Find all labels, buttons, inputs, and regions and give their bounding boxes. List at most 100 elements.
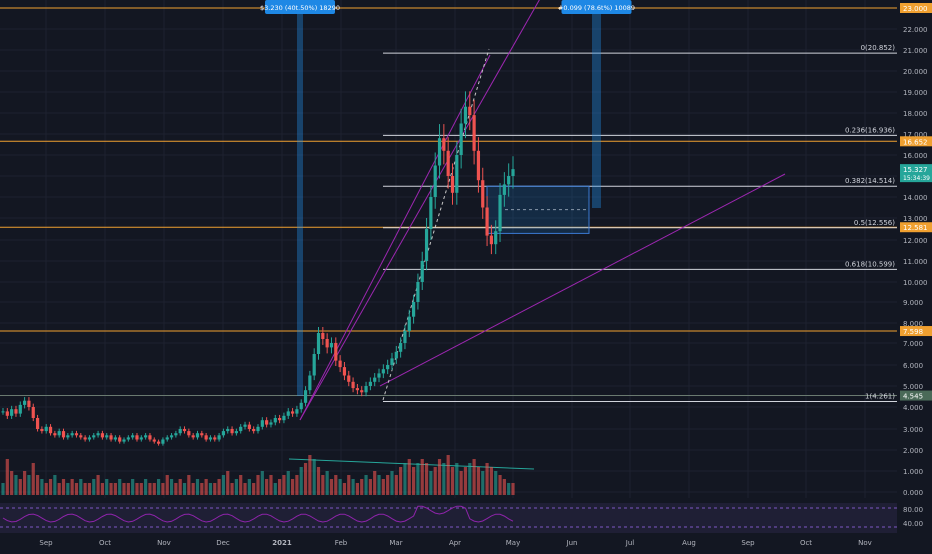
candle-body bbox=[420, 261, 424, 282]
candle-body bbox=[27, 400, 31, 407]
candle-body bbox=[347, 375, 351, 382]
volume-bar bbox=[295, 475, 299, 495]
volume-bar bbox=[442, 463, 446, 495]
volume-bar bbox=[325, 471, 329, 495]
candle-body bbox=[299, 402, 303, 410]
volume-bar bbox=[502, 479, 506, 495]
candle-body bbox=[165, 437, 169, 440]
candle-body bbox=[200, 433, 204, 436]
rsi-axis-tick: 40.00 bbox=[903, 520, 923, 528]
candle-body bbox=[390, 358, 394, 365]
volume-bar bbox=[234, 479, 238, 495]
range-annotation-band bbox=[297, 14, 303, 396]
volume-bar bbox=[368, 479, 372, 495]
candle-body bbox=[265, 420, 269, 425]
candle-body bbox=[403, 331, 407, 343]
price-axis-tick: 1.000 bbox=[903, 468, 923, 476]
candle-body bbox=[485, 207, 489, 236]
candle-body bbox=[35, 418, 40, 429]
price-axis-tick: 13.000 bbox=[903, 215, 928, 223]
volume-bar bbox=[178, 479, 182, 495]
candle-body bbox=[148, 435, 152, 440]
range-annotation-label: $3.230 (40t.50%) 18290 bbox=[260, 4, 340, 12]
volume-bar bbox=[321, 475, 325, 495]
price-axis-tick: 20.000 bbox=[903, 68, 928, 76]
candle-body bbox=[230, 429, 234, 434]
volume-bar bbox=[286, 471, 290, 495]
volume-bar bbox=[476, 467, 481, 495]
price-badge-countdown: 15:34:39 bbox=[903, 175, 930, 182]
candle-body bbox=[399, 343, 403, 352]
candle-body bbox=[10, 409, 14, 416]
candle-body bbox=[502, 184, 506, 195]
volume-bar bbox=[303, 463, 308, 495]
price-badge-label: 15.327 bbox=[903, 166, 928, 174]
volume-bar bbox=[1, 483, 5, 495]
candle-body bbox=[87, 437, 92, 440]
volume-bar bbox=[169, 479, 174, 495]
time-axis-label: May bbox=[506, 539, 520, 547]
volume-bar bbox=[131, 479, 135, 495]
candle-body bbox=[204, 435, 208, 440]
volume-bar bbox=[342, 483, 347, 495]
volume-bar bbox=[247, 479, 251, 495]
candle-body bbox=[48, 426, 53, 434]
candle-body bbox=[161, 439, 165, 444]
candle-body bbox=[44, 426, 48, 432]
time-axis-label: Jun bbox=[566, 539, 578, 547]
candle-body bbox=[394, 351, 398, 359]
volume-bar bbox=[139, 483, 143, 495]
candle-body bbox=[459, 123, 463, 155]
price-axis-tick: 16.000 bbox=[903, 152, 928, 160]
volume-bar bbox=[113, 483, 117, 495]
volume-bar bbox=[446, 455, 450, 495]
volume-bar bbox=[373, 471, 377, 495]
candle-body bbox=[411, 302, 416, 317]
volume-bar bbox=[53, 475, 57, 495]
volume-bar bbox=[386, 475, 390, 495]
candle-body bbox=[113, 437, 117, 440]
candle-body bbox=[373, 377, 377, 382]
candle-body bbox=[476, 150, 481, 181]
volume-bar bbox=[182, 483, 187, 495]
volume-bar bbox=[152, 483, 156, 495]
candle-body bbox=[1, 411, 5, 413]
candle-body bbox=[79, 435, 83, 438]
price-axis-tick: 9.000 bbox=[903, 299, 923, 307]
candle-body bbox=[208, 437, 213, 440]
price-axis-tick: 11.000 bbox=[903, 258, 928, 266]
price-badge-label: 23.000 bbox=[903, 5, 928, 13]
candle-body bbox=[407, 316, 411, 331]
trendline-upper bbox=[299, 0, 540, 421]
volume-bar bbox=[191, 483, 195, 495]
candle-body bbox=[446, 150, 450, 176]
volume-trendline bbox=[288, 458, 535, 470]
volume-bar bbox=[450, 467, 455, 495]
volume-bar bbox=[260, 471, 264, 495]
volume-bar bbox=[161, 483, 165, 495]
volume-bar bbox=[403, 463, 407, 495]
range-annotation-label: #0.099 (78.6t%) 10089 bbox=[558, 4, 635, 12]
volume-bar bbox=[66, 483, 70, 495]
candle-body bbox=[260, 420, 264, 427]
time-axis-label: Feb bbox=[335, 539, 348, 547]
candle-body bbox=[273, 418, 277, 423]
candle-body bbox=[105, 435, 109, 438]
candle-body bbox=[57, 431, 61, 436]
candle-body bbox=[191, 435, 195, 438]
volume-bar bbox=[83, 483, 87, 495]
candle-body bbox=[386, 365, 390, 370]
candle-body bbox=[489, 235, 493, 245]
volume-bar bbox=[109, 483, 113, 495]
candle-body bbox=[187, 431, 191, 436]
volume-bar bbox=[507, 483, 511, 495]
candle-body bbox=[321, 333, 325, 339]
volume-bar bbox=[122, 483, 126, 495]
price-axis-tick: 0.000 bbox=[903, 489, 923, 497]
volume-bar bbox=[148, 483, 152, 495]
candle-body bbox=[243, 424, 247, 427]
candle-body bbox=[338, 360, 342, 368]
price-badge bbox=[900, 326, 932, 337]
